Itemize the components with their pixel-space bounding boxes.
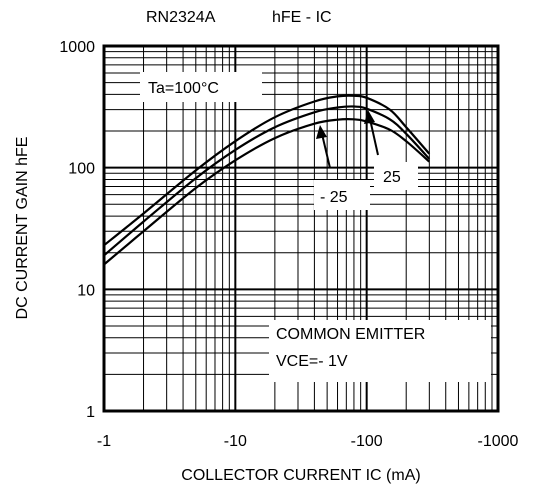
x-tick-label: -1000: [478, 433, 519, 450]
x-tick-label: -10: [224, 433, 247, 450]
label-minus-25: - 25: [320, 189, 348, 206]
arrow-m25-head: [316, 125, 327, 139]
curves: [103, 94, 431, 266]
ta-label: Ta=100°C: [148, 80, 219, 97]
y-axis-label: DC CURRENT GAIN hFE: [14, 137, 31, 320]
y-tick-label: 100: [68, 161, 95, 178]
note-line-2: VCE=- 1V: [276, 353, 348, 370]
series-line-0: [103, 94, 431, 247]
arrow-m25-shaft: [321, 133, 331, 169]
x-tick-label: -1: [97, 433, 111, 450]
x-axis-label: COLLECTOR CURRENT IC (mA): [181, 467, 420, 484]
ta-label-box: [140, 72, 262, 102]
x-tick-label: -100: [351, 433, 383, 450]
series-line-1: [103, 105, 431, 257]
y-tick-label: 1: [86, 404, 95, 421]
tick-labels: -1 -10 -100 -1000 1 10 100 1000: [59, 39, 518, 450]
part-number: RN2324A: [146, 9, 216, 26]
arrow-25-head: [364, 110, 375, 124]
arrow-25-shaft: [369, 118, 379, 156]
plot-frame: [102, 44, 500, 413]
series-line-2: [103, 117, 431, 266]
label-25-box: [374, 162, 418, 190]
label-25: 25: [383, 169, 401, 186]
note-line-1: COMMON EMITTER: [276, 326, 425, 343]
chart-title: hFE - IC: [272, 9, 332, 26]
y-tick-label: 10: [77, 282, 95, 299]
y-tick-label: 1000: [59, 39, 95, 56]
label-m25-box: [314, 180, 370, 210]
note-box: [269, 320, 491, 382]
